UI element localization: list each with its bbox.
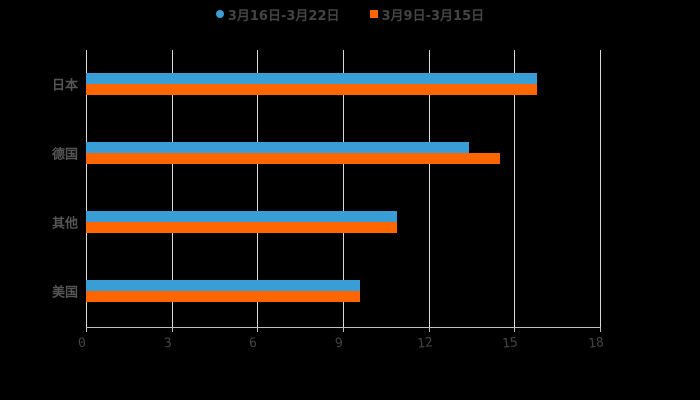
bar-series2[interactable] <box>86 291 360 302</box>
y-category-label: 日本 <box>51 78 78 94</box>
y-category-label: 德国 <box>51 147 78 163</box>
y-category-label: 其他 <box>51 216 78 232</box>
legend-label-series2: 3月9日-3月15日 <box>381 8 485 24</box>
gridline <box>343 50 344 327</box>
bar-series1[interactable] <box>86 280 360 291</box>
bar-series1[interactable] <box>86 211 397 222</box>
x-tick <box>257 327 258 332</box>
gridline <box>600 50 601 327</box>
gridline <box>429 50 430 327</box>
x-axis-line <box>86 327 601 328</box>
x-tick-label: 18 <box>587 335 605 352</box>
x-tick <box>600 327 601 332</box>
x-tick <box>86 327 87 332</box>
x-tick <box>514 327 515 332</box>
legend-item-series1[interactable]: 3月16日-3月22日 <box>215 5 340 24</box>
x-tick <box>343 327 344 332</box>
bar-series1[interactable] <box>86 73 537 84</box>
bar-series2[interactable] <box>86 153 500 164</box>
y-category-label: 美国 <box>51 285 78 301</box>
gridline <box>514 50 515 327</box>
legend-label-series1: 3月16日-3月22日 <box>227 8 340 24</box>
x-tick-label: 15 <box>501 335 519 352</box>
x-tick <box>429 327 430 332</box>
gridline <box>86 50 87 327</box>
gridline <box>257 50 258 327</box>
x-tick-label: 6 <box>248 335 258 352</box>
x-tick-label: 0 <box>77 335 87 352</box>
bar-series1[interactable] <box>86 142 469 153</box>
x-tick-label: 12 <box>416 335 434 352</box>
legend-item-series2[interactable]: 3月9日-3月15日 <box>369 5 485 24</box>
legend-marker-blue-icon <box>215 10 224 18</box>
gridline <box>172 50 173 327</box>
bar-series2[interactable] <box>86 84 537 95</box>
x-tick-label: 9 <box>334 335 344 352</box>
legend-marker-orange-icon <box>369 10 378 18</box>
x-tick-label: 3 <box>163 335 173 352</box>
x-tick <box>172 327 173 332</box>
bar-series2[interactable] <box>86 222 397 233</box>
chart-legend: 3月16日-3月22日 3月9日-3月15日 <box>0 4 700 24</box>
